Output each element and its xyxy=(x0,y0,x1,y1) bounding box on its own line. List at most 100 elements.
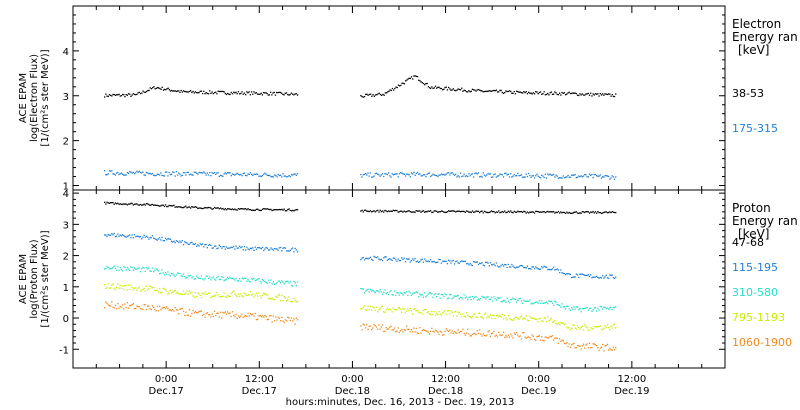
data-point xyxy=(186,314,188,316)
data-point xyxy=(519,316,521,318)
data-point xyxy=(117,283,119,285)
y-axis-title: ACE EPAM xyxy=(18,73,29,123)
data-point xyxy=(196,172,198,174)
data-point xyxy=(191,312,193,315)
data-point xyxy=(144,270,146,273)
data-point xyxy=(197,92,199,94)
data-point xyxy=(218,175,220,177)
data-point xyxy=(597,211,599,213)
data-point xyxy=(173,274,175,276)
data-point xyxy=(181,207,183,209)
data-point xyxy=(368,291,370,293)
data-point xyxy=(112,202,114,204)
data-point xyxy=(235,313,237,315)
data-point xyxy=(180,206,182,208)
data-point xyxy=(559,271,561,274)
data-point xyxy=(367,305,369,307)
data-point xyxy=(269,249,271,251)
data-point xyxy=(501,313,503,316)
data-point xyxy=(404,292,407,294)
data-point xyxy=(129,234,131,236)
data-point xyxy=(504,336,506,338)
data-point xyxy=(360,95,362,97)
data-point xyxy=(296,319,299,321)
data-point xyxy=(199,294,201,297)
data-point xyxy=(526,265,529,267)
data-point xyxy=(402,173,404,175)
data-point xyxy=(283,296,285,298)
data-point xyxy=(215,207,217,209)
data-point xyxy=(505,211,507,214)
data-point xyxy=(136,93,138,95)
data-point xyxy=(249,172,252,174)
legend-title: [keV] xyxy=(738,227,769,241)
data-point xyxy=(493,174,495,176)
data-point xyxy=(235,245,237,247)
data-point xyxy=(266,319,268,321)
data-point xyxy=(499,89,501,92)
x-tick-date: Dec.19 xyxy=(614,386,649,397)
data-point xyxy=(444,211,446,214)
data-point xyxy=(149,204,151,206)
data-point xyxy=(377,311,379,313)
data-point xyxy=(572,92,574,94)
data-point xyxy=(530,211,532,213)
data-point xyxy=(522,92,524,94)
data-point xyxy=(153,306,155,308)
data-point xyxy=(385,173,387,175)
data-point xyxy=(175,274,177,276)
legend-title: [keV] xyxy=(738,43,769,57)
data-point xyxy=(119,305,121,308)
data-point xyxy=(245,277,247,279)
data-point xyxy=(519,91,521,93)
data-point xyxy=(433,87,435,89)
data-point xyxy=(225,278,228,280)
data-point xyxy=(361,95,363,98)
data-point xyxy=(561,177,563,179)
data-point xyxy=(153,174,155,176)
data-point xyxy=(568,211,570,214)
data-point xyxy=(267,297,270,299)
data-point xyxy=(550,174,552,176)
data-point xyxy=(198,91,200,94)
data-point xyxy=(384,92,386,94)
data-point xyxy=(374,292,376,294)
data-point xyxy=(442,89,444,91)
data-point xyxy=(525,300,527,302)
data-point xyxy=(104,283,106,286)
data-point xyxy=(228,295,230,297)
data-point xyxy=(248,91,250,93)
data-point xyxy=(586,211,588,213)
data-point xyxy=(237,247,240,249)
data-point xyxy=(464,316,466,318)
data-point xyxy=(458,332,460,334)
data-point xyxy=(600,277,603,279)
data-point xyxy=(171,89,173,92)
data-point xyxy=(561,322,563,325)
data-point xyxy=(533,318,536,320)
data-point xyxy=(154,269,156,271)
data-point xyxy=(184,241,186,243)
y-tick-label: 3 xyxy=(63,220,69,231)
data-point xyxy=(413,292,415,294)
data-point xyxy=(161,204,163,206)
data-point xyxy=(373,307,375,309)
data-point xyxy=(571,174,573,176)
data-point xyxy=(500,173,502,176)
data-point xyxy=(580,94,582,96)
data-point xyxy=(495,89,497,91)
data-point xyxy=(464,175,466,177)
data-point xyxy=(514,298,517,301)
data-point xyxy=(386,211,388,213)
data-point xyxy=(290,284,293,287)
data-point xyxy=(169,309,171,311)
data-point xyxy=(136,203,138,205)
data-point xyxy=(132,303,134,305)
data-point xyxy=(449,313,451,315)
data-point xyxy=(396,260,398,262)
data-point xyxy=(387,258,390,260)
data-point xyxy=(273,299,276,301)
data-point xyxy=(182,290,185,292)
x-tick-label: 0:00 xyxy=(527,374,549,385)
